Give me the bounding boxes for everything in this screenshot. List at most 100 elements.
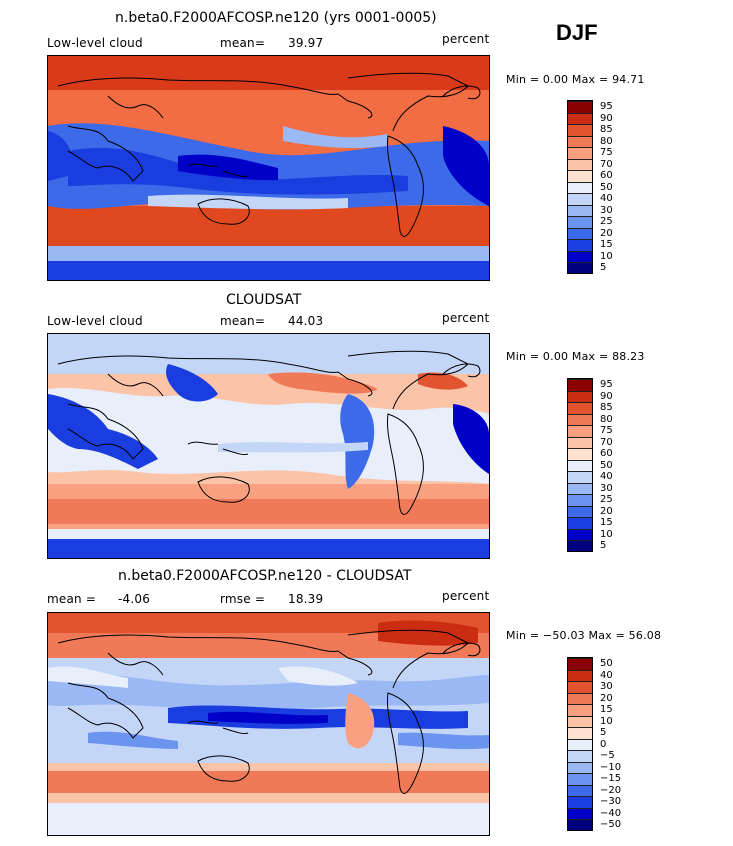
panel-3-swatch-2	[568, 669, 592, 681]
panel-1-swatch-1	[568, 101, 592, 113]
panel-3-title: n.beta0.F2000AFCOSP.ne120 - CLOUDSAT	[118, 568, 412, 584]
panel-3-level-label: −40	[600, 807, 622, 819]
panel-2-level-label: 95	[600, 379, 613, 390]
panel-1-swatch-12	[568, 227, 592, 239]
panel-2-level-label: 30	[600, 482, 613, 494]
panel-1-level-label: 60	[600, 170, 613, 181]
panel-1-units: percent	[442, 32, 490, 46]
panel-3-swatch-9	[568, 750, 592, 762]
panel-3-level-label: 5	[600, 727, 607, 738]
panel-1-swatch-9	[568, 193, 592, 205]
panel-1-swatch-10	[568, 204, 592, 216]
panel-1-swatch-14	[568, 250, 592, 262]
panel-2-swatch-10	[568, 482, 592, 494]
panel-3-level-label: 30	[600, 681, 613, 692]
panel-1-level-label: 30	[600, 204, 613, 216]
panel-3-level-label: 10	[600, 715, 613, 727]
panel-1-swatch-6	[568, 158, 592, 170]
panel-3-level-label: 40	[600, 669, 613, 681]
panel-1-level-label: 80	[600, 135, 613, 147]
panel-1-swatch-13	[568, 239, 592, 251]
panel-1-swatch-2	[568, 112, 592, 124]
panel-3-swatch-4	[568, 692, 592, 704]
panel-2-swatch-9	[568, 471, 592, 483]
panel-3-swatch-7	[568, 727, 592, 739]
panel-3-minmax: Min = −50.03 Max = 56.08	[506, 629, 662, 642]
panel-3-mean-value: -4.06	[118, 592, 151, 606]
panel-1-level-label: 70	[600, 158, 613, 170]
panel-2-swatch-6	[568, 436, 592, 448]
panel-2-level-label: 50	[600, 459, 613, 471]
panel-3-swatch-3	[568, 681, 592, 693]
panel-2-swatch-4	[568, 413, 592, 425]
panel-1-swatch-7	[568, 170, 592, 182]
panel-2-mean-label: mean=	[220, 314, 266, 328]
panel-3-rmse-label: rmse =	[220, 592, 266, 606]
panel-3-swatch-15	[568, 819, 592, 830]
panel-1-swatch-15	[568, 262, 592, 273]
panel-2-swatch-2	[568, 390, 592, 402]
panel-3-level-label: −5	[600, 750, 615, 761]
panel-3-swatch-13	[568, 796, 592, 808]
panel-2-level-label: 20	[600, 505, 613, 517]
panel-1-swatch-8	[568, 181, 592, 193]
panel-2-map	[47, 333, 490, 559]
panel-2-swatch-5	[568, 425, 592, 437]
panel-3-swatch-8	[568, 738, 592, 750]
panel-1-level-label: 75	[600, 147, 613, 158]
panel-1-level-label: 5	[600, 262, 607, 273]
panel-2-level-label: 70	[600, 436, 613, 448]
panel-2-level-label: 75	[600, 425, 613, 436]
panel-3-swatch-6	[568, 715, 592, 727]
panel-1-level-label: 10	[600, 250, 613, 262]
panel-1-swatch-11	[568, 216, 592, 228]
panel-2-swatch-15	[568, 540, 592, 551]
panel-2-variable-label: Low-level cloud	[47, 314, 143, 328]
panel-2-level-label: 40	[600, 471, 613, 482]
panel-3-map-svg	[48, 613, 489, 835]
panel-3-swatch-1	[568, 658, 592, 670]
panel-3-swatch-11	[568, 773, 592, 785]
panel-2-swatch-8	[568, 459, 592, 471]
panel-2-swatch-13	[568, 517, 592, 529]
panel-1-minmax: Min = 0.00 Max = 94.71	[506, 73, 645, 86]
panel-3-level-label: 15	[600, 704, 613, 715]
panel-2-level-label: 80	[600, 413, 613, 425]
panel-2-level-label: 5	[600, 540, 607, 551]
panel-3-mean-label: mean =	[47, 592, 97, 606]
panel-1-level-label: 15	[600, 239, 613, 250]
panel-2-title: CLOUDSAT	[226, 292, 302, 308]
panel-1-title: n.beta0.F2000AFCOSP.ne120 (yrs 0001-0005…	[115, 10, 437, 26]
panel-2-swatch-14	[568, 528, 592, 540]
panel-2-map-svg	[48, 334, 489, 558]
panel-2-swatch-7	[568, 448, 592, 460]
panel-2-level-label: 60	[600, 448, 613, 459]
panel-2-level-label: 90	[600, 390, 613, 402]
panel-2-mean-value: 44.03	[288, 314, 324, 328]
panel-1-map-svg	[48, 56, 489, 280]
panel-1-mean-label: mean=	[220, 36, 266, 50]
panel-1-swatch-3	[568, 124, 592, 136]
panel-1-level-label: 20	[600, 227, 613, 239]
panel-2-minmax: Min = 0.00 Max = 88.23	[506, 350, 645, 363]
panel-3-colorbar: 50 40 30 20 15 10 5 0 −5 −10 −15 −20 −30…	[567, 657, 621, 831]
panel-1-map	[47, 55, 490, 281]
panel-2-units: percent	[442, 311, 490, 325]
panel-1-level-label: 25	[600, 216, 613, 227]
panel-1-level-label: 85	[600, 124, 613, 135]
panel-1-swatch-5	[568, 147, 592, 159]
panel-2-swatch-12	[568, 505, 592, 517]
panel-1-swatch-4	[568, 135, 592, 147]
panel-2-swatch-11	[568, 494, 592, 506]
panel-3-units: percent	[442, 589, 490, 603]
panel-2-level-label: 25	[600, 494, 613, 505]
panel-1-level-label: 40	[600, 193, 613, 204]
panel-1-level-label: 50	[600, 181, 613, 193]
panel-3-swatch-10	[568, 761, 592, 773]
panel-2-level-label: 10	[600, 528, 613, 540]
panel-3-level-label: −10	[600, 761, 622, 773]
panel-3-map	[47, 612, 490, 836]
panel-2-level-label: 85	[600, 402, 613, 413]
panel-3-level-label: −20	[600, 784, 622, 796]
panel-1-mean-value: 39.97	[288, 36, 324, 50]
